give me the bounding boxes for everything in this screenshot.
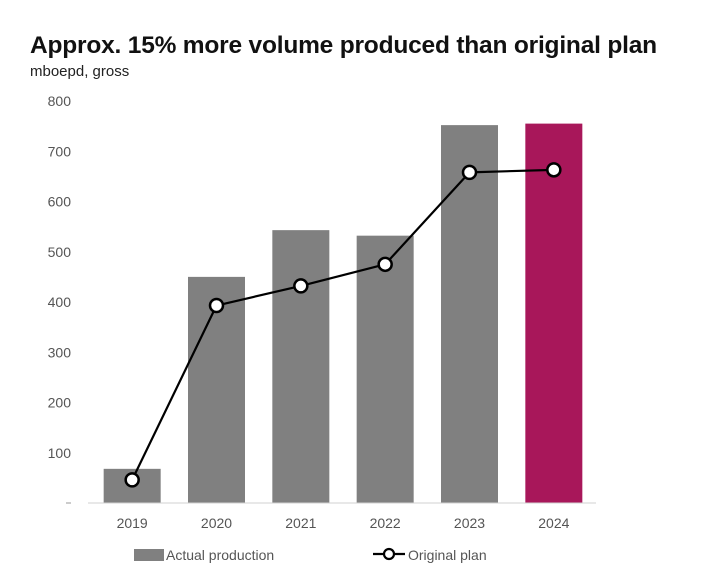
plan-point-2023 [461,164,478,181]
y-tick-label: 300 [48,344,72,360]
y-tick-label: 400 [48,294,72,310]
x-tick-label: 2020 [201,515,232,531]
legend-label-actual-production: Actual production [166,547,274,563]
bar-2020 [188,276,245,503]
x-tick-label: 2022 [370,515,401,531]
legend-label-original-plan: Original plan [408,547,487,563]
legend-swatch-actual-production [134,549,164,561]
plan-point-2022 [377,256,393,273]
bar-2024 [525,123,583,504]
x-tick-label: 2019 [117,515,148,531]
legend-marker-original-plan [382,547,396,561]
y-tick-label: 600 [48,194,72,210]
x-tick-label: 2023 [454,515,485,531]
plan-point-2020 [208,297,225,314]
plan-point-2019 [124,472,140,488]
bar-series-actual-production [103,123,583,504]
legend: Actual production Original plan [134,547,487,563]
y-axis-ticks: 100 200 300 400 500 600 700 800 [48,93,72,504]
chart-title: Approx. 15% more volume produced than or… [30,32,657,59]
y-tick-label: 700 [48,143,72,159]
y-tick-label: 800 [48,93,72,109]
bar-2022 [356,235,414,504]
y-tick-label: 200 [48,395,72,411]
x-tick-label: 2021 [285,515,316,531]
y-tick-label: 100 [48,445,72,461]
x-axis-ticks: 2019 2020 2021 2022 2023 2024 [117,515,570,531]
y-axis-unit-label: mboepd, gross [30,63,130,80]
plan-point-2021 [293,278,309,294]
plan-point-2024 [546,162,562,178]
y-tick-label: 500 [48,244,72,260]
line-series-original-plan [124,162,562,488]
bar-2023 [441,125,498,504]
x-tick-label: 2024 [538,515,569,531]
plan-line-path [131,168,554,481]
bar-2021 [272,230,330,503]
